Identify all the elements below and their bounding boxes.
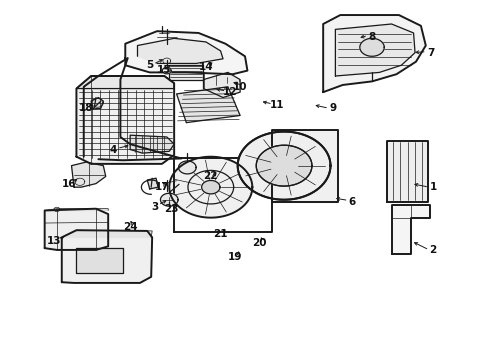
Text: 12: 12: [223, 87, 238, 97]
Text: 7: 7: [427, 48, 434, 58]
Text: 3: 3: [151, 202, 158, 212]
Text: 1: 1: [430, 182, 437, 192]
Text: 8: 8: [368, 32, 376, 41]
Polygon shape: [45, 209, 108, 211]
Polygon shape: [387, 140, 428, 202]
Text: 16: 16: [62, 179, 76, 189]
Polygon shape: [178, 161, 196, 174]
Polygon shape: [169, 65, 203, 80]
Text: 14: 14: [198, 62, 213, 72]
Text: 13: 13: [47, 236, 62, 246]
Polygon shape: [202, 180, 220, 194]
Polygon shape: [392, 205, 430, 253]
Text: 5: 5: [146, 60, 153, 70]
Text: 23: 23: [165, 204, 179, 214]
Text: 20: 20: [252, 238, 267, 248]
Polygon shape: [161, 193, 178, 206]
Polygon shape: [335, 24, 415, 76]
Polygon shape: [323, 15, 426, 92]
Polygon shape: [238, 132, 331, 200]
Text: 4: 4: [109, 144, 117, 154]
Polygon shape: [360, 39, 384, 56]
Polygon shape: [130, 135, 174, 153]
Text: 15: 15: [157, 64, 171, 75]
Polygon shape: [203, 72, 240, 98]
Polygon shape: [256, 145, 312, 186]
Polygon shape: [272, 130, 338, 202]
Text: 10: 10: [233, 82, 247, 92]
Polygon shape: [72, 162, 106, 187]
Text: 2: 2: [430, 245, 437, 255]
Polygon shape: [91, 98, 103, 109]
Text: 11: 11: [270, 100, 284, 110]
Polygon shape: [76, 248, 123, 273]
Polygon shape: [76, 76, 174, 89]
Text: 24: 24: [123, 222, 138, 231]
Text: 22: 22: [203, 171, 218, 181]
Polygon shape: [162, 67, 171, 74]
Text: 17: 17: [155, 182, 169, 192]
Polygon shape: [45, 209, 108, 250]
Text: 9: 9: [329, 103, 337, 113]
Text: 19: 19: [228, 252, 243, 262]
Polygon shape: [147, 178, 158, 189]
Text: 21: 21: [213, 229, 228, 239]
Text: 6: 6: [349, 197, 356, 207]
Polygon shape: [176, 87, 240, 123]
Polygon shape: [170, 157, 252, 218]
Polygon shape: [125, 31, 247, 74]
Polygon shape: [62, 230, 152, 237]
Text: 18: 18: [79, 103, 94, 113]
Polygon shape: [138, 39, 223, 63]
Polygon shape: [76, 76, 174, 164]
Polygon shape: [62, 230, 152, 283]
